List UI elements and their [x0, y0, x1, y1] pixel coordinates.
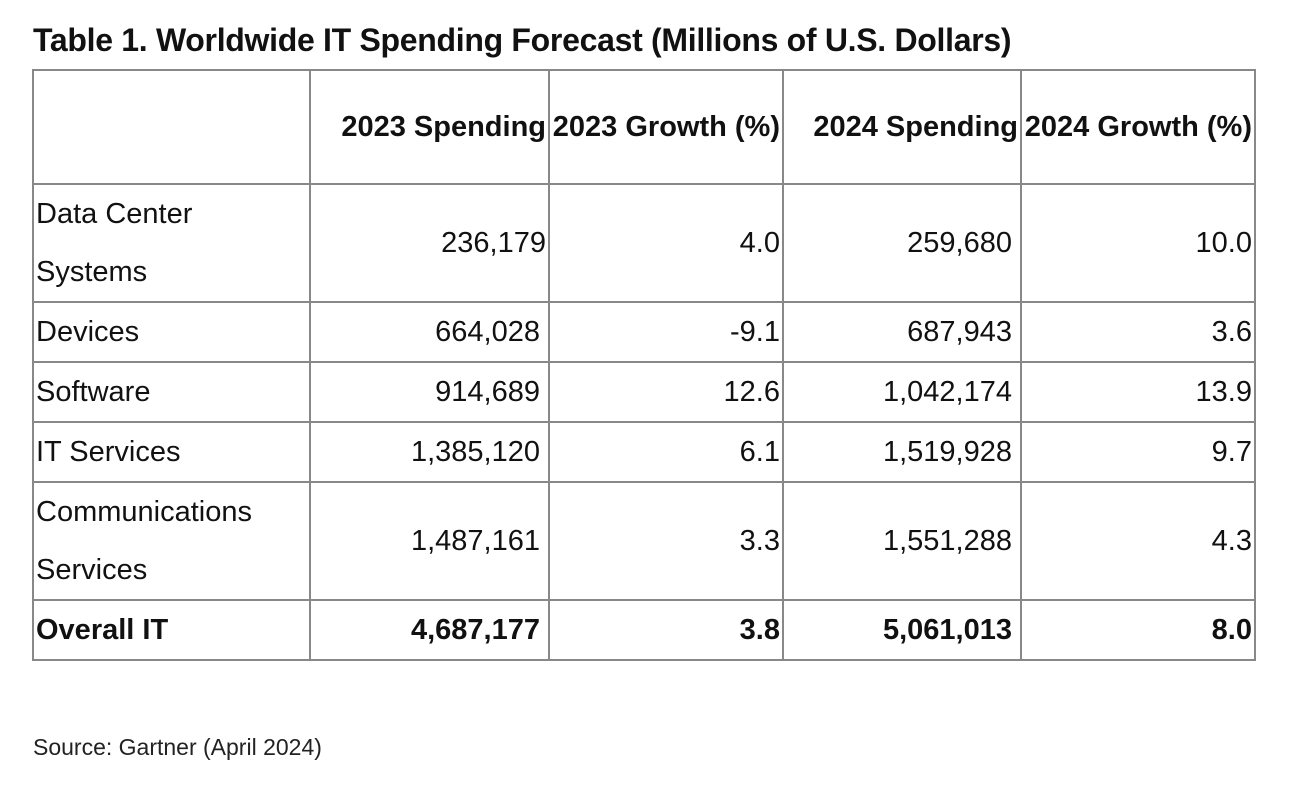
header-segment — [32, 69, 311, 185]
header-2023-spending: 2023 Spending — [309, 69, 550, 185]
spending-2023-cell: 1,385,120 — [309, 421, 550, 483]
total-growth-2024-cell: 8.0 — [1020, 599, 1256, 661]
growth-2024-cell: 4.3 — [1020, 481, 1256, 601]
row-label: Communications Services — [32, 481, 311, 601]
header-2023-growth: 2023 Growth (%) — [548, 69, 784, 185]
header-2024-spending: 2024 Spending — [782, 69, 1022, 185]
spending-2024-cell: 1,042,174 — [782, 361, 1022, 423]
table-header-row: 2023 Spending 2023 Growth (%) 2024 Spend… — [32, 69, 1256, 185]
row-label: Data Center Systems — [32, 183, 311, 303]
spending-2023-cell: 236,179 — [309, 183, 550, 303]
table-title: Table 1. Worldwide IT Spending Forecast … — [33, 22, 1012, 58]
growth-2024-cell: 13.9 — [1020, 361, 1256, 423]
growth-2024-cell: 9.7 — [1020, 421, 1256, 483]
table-row: IT Services 1,385,120 6.1 1,519,928 9.7 — [32, 421, 1256, 483]
growth-2024-cell: 10.0 — [1020, 183, 1256, 303]
spending-2024-cell: 259,680 — [782, 183, 1022, 303]
row-label: IT Services — [32, 421, 311, 483]
table-row: Devices 664,028 -9.1 687,943 3.6 — [32, 301, 1256, 363]
spending-2024-cell: 1,551,288 — [782, 481, 1022, 601]
total-growth-2023-cell: 3.8 — [548, 599, 784, 661]
source-note: Source: Gartner (April 2024) — [33, 734, 322, 760]
row-label: Software — [32, 361, 311, 423]
total-spending-2023-cell: 4,687,177 — [309, 599, 550, 661]
table-row: Software 914,689 12.6 1,042,174 13.9 — [32, 361, 1256, 423]
growth-2024-cell: 3.6 — [1020, 301, 1256, 363]
growth-2023-cell: -9.1 — [548, 301, 784, 363]
total-row-label: Overall IT — [32, 599, 311, 661]
table-row: Data Center Systems 236,179 4.0 259,680 … — [32, 183, 1256, 303]
spending-2023-cell: 1,487,161 — [309, 481, 550, 601]
spending-2023-cell: 664,028 — [309, 301, 550, 363]
spending-2024-cell: 687,943 — [782, 301, 1022, 363]
spending-2024-cell: 1,519,928 — [782, 421, 1022, 483]
table-row: Communications Services 1,487,161 3.3 1,… — [32, 481, 1256, 601]
total-spending-2024-cell: 5,061,013 — [782, 599, 1022, 661]
total-row: Overall IT 4,687,177 3.8 5,061,013 8.0 — [32, 599, 1256, 661]
growth-2023-cell: 3.3 — [548, 481, 784, 601]
row-label: Devices — [32, 301, 311, 363]
growth-2023-cell: 6.1 — [548, 421, 784, 483]
header-2024-growth: 2024 Growth (%) — [1020, 69, 1256, 185]
growth-2023-cell: 12.6 — [548, 361, 784, 423]
it-spending-table: 2023 Spending 2023 Growth (%) 2024 Spend… — [32, 69, 1256, 661]
spending-2023-cell: 914,689 — [309, 361, 550, 423]
growth-2023-cell: 4.0 — [548, 183, 784, 303]
